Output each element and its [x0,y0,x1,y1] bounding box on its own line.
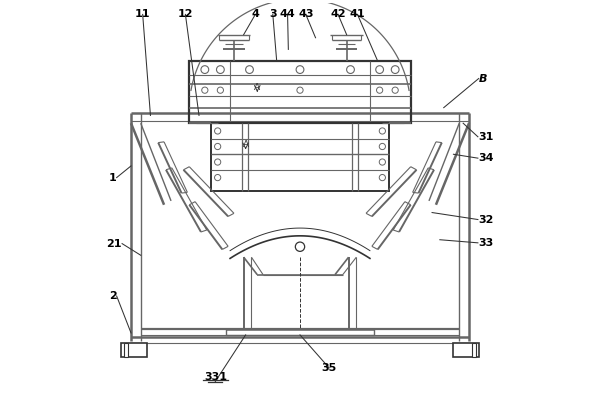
Bar [189,61,411,123]
Text: A: A [254,83,260,92]
Bar [454,343,479,357]
Bar [472,344,476,357]
Bar [124,344,128,357]
Text: 42: 42 [330,9,346,19]
Text: 41: 41 [350,9,365,19]
Bar [211,123,389,191]
Text: 35: 35 [322,363,337,373]
Text: 31: 31 [478,132,493,142]
Text: 33: 33 [478,238,493,248]
Bar [121,343,146,357]
Text: A: A [242,140,248,149]
Text: B: B [479,74,487,84]
Text: 44: 44 [280,9,295,19]
Text: 4: 4 [251,9,259,19]
Text: 11: 11 [135,9,151,19]
Text: 21: 21 [107,239,122,249]
Text: 32: 32 [478,214,493,225]
Text: 331: 331 [204,372,227,382]
Text: 34: 34 [478,153,493,163]
Text: 12: 12 [178,9,193,19]
Text: 1: 1 [109,173,116,182]
Text: 43: 43 [298,9,314,19]
Text: 3: 3 [269,9,277,19]
Text: 2: 2 [109,291,116,301]
